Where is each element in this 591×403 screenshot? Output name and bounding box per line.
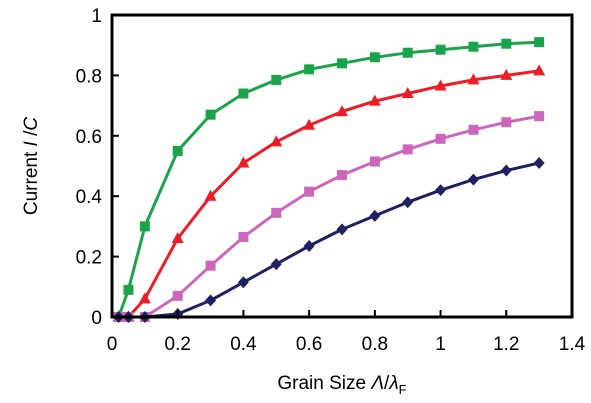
data-point [139,221,150,232]
data-point [304,64,315,75]
data-point [434,79,447,91]
data-point [435,184,447,197]
data-point [533,156,545,169]
data-point [237,276,249,289]
data-point [369,156,380,167]
y-axis-label: Current I /C [21,117,42,215]
data-point [467,173,479,186]
plot-frame [110,13,574,319]
x-tick-label: 0.4 [230,334,257,355]
data-point [336,105,348,117]
data-point [172,290,183,301]
data-point [270,135,283,147]
data-point [402,144,413,155]
data-point [534,111,545,122]
data-point [500,68,513,80]
data-point [304,186,315,197]
data-point [205,294,217,307]
data-point [270,258,282,271]
x-tick-label: 1.4 [559,334,586,355]
data-point [369,52,380,63]
series-4 [113,156,545,323]
data-point [205,109,216,120]
data-point [303,118,316,130]
data-point [500,164,512,177]
x-tick-label: 1.2 [493,334,519,355]
x-tick-label: 0.6 [296,334,322,355]
data-point [435,44,446,55]
data-point [271,207,282,218]
data-point [238,231,249,242]
data-point [468,124,479,135]
y-tick-label: 0.4 [76,187,103,208]
y-tick-label: 0.2 [76,248,102,269]
data-point [467,73,480,85]
y-tick-label: 0.6 [76,127,102,148]
data-point [138,292,151,304]
series-layer [112,37,546,323]
x-tick-label: 0.8 [362,334,388,355]
data-point [435,133,446,144]
data-point [501,38,512,49]
data-point [171,231,184,243]
data-point [368,94,381,106]
series-3 [113,111,545,322]
x-tick-label: 0 [107,334,118,355]
data-point [337,170,347,181]
data-point [337,58,347,69]
data-point [205,260,216,271]
x-tick-label: 1 [435,334,446,355]
data-point [501,117,512,128]
data-point [271,74,282,85]
data-point [237,156,250,168]
data-point [172,145,183,156]
y-tick-label: 0 [91,308,102,329]
data-point [238,88,249,99]
data-point [336,223,348,236]
x-tick-label: 0.2 [165,334,191,355]
ticks-layer: 0 0.2 0.4 0.6 0.8 1 1.2 1.4 0 0.2 0.4 0.6 0.8 1 [76,6,586,355]
data-point [534,37,545,48]
data-point [303,240,315,253]
data-point [204,189,217,201]
data-point [401,87,414,99]
y-tick-label: 0.8 [76,66,102,87]
data-point [402,47,413,58]
y-tick-label: 1 [91,6,102,27]
data-point [533,64,546,76]
series-2 [112,64,546,322]
data-point [468,41,479,52]
data-point [402,196,414,209]
series-line [118,69,540,319]
x-axis-label: Grain Size Λ/λF [277,373,406,397]
data-point [369,209,381,222]
data-point [123,284,134,295]
